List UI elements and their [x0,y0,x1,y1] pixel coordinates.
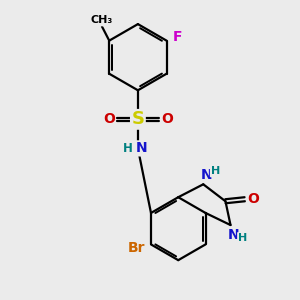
Text: N: N [201,168,212,182]
Text: H: H [122,142,132,155]
Text: H: H [238,233,247,243]
Text: O: O [103,112,115,126]
Text: CH₃: CH₃ [91,16,113,26]
Text: N: N [228,228,240,242]
Text: Br: Br [128,242,146,256]
Text: S: S [131,110,144,128]
Text: O: O [161,112,173,126]
Text: H: H [211,167,220,176]
Text: F: F [173,30,183,44]
Text: N: N [136,141,148,155]
Text: O: O [247,192,259,206]
